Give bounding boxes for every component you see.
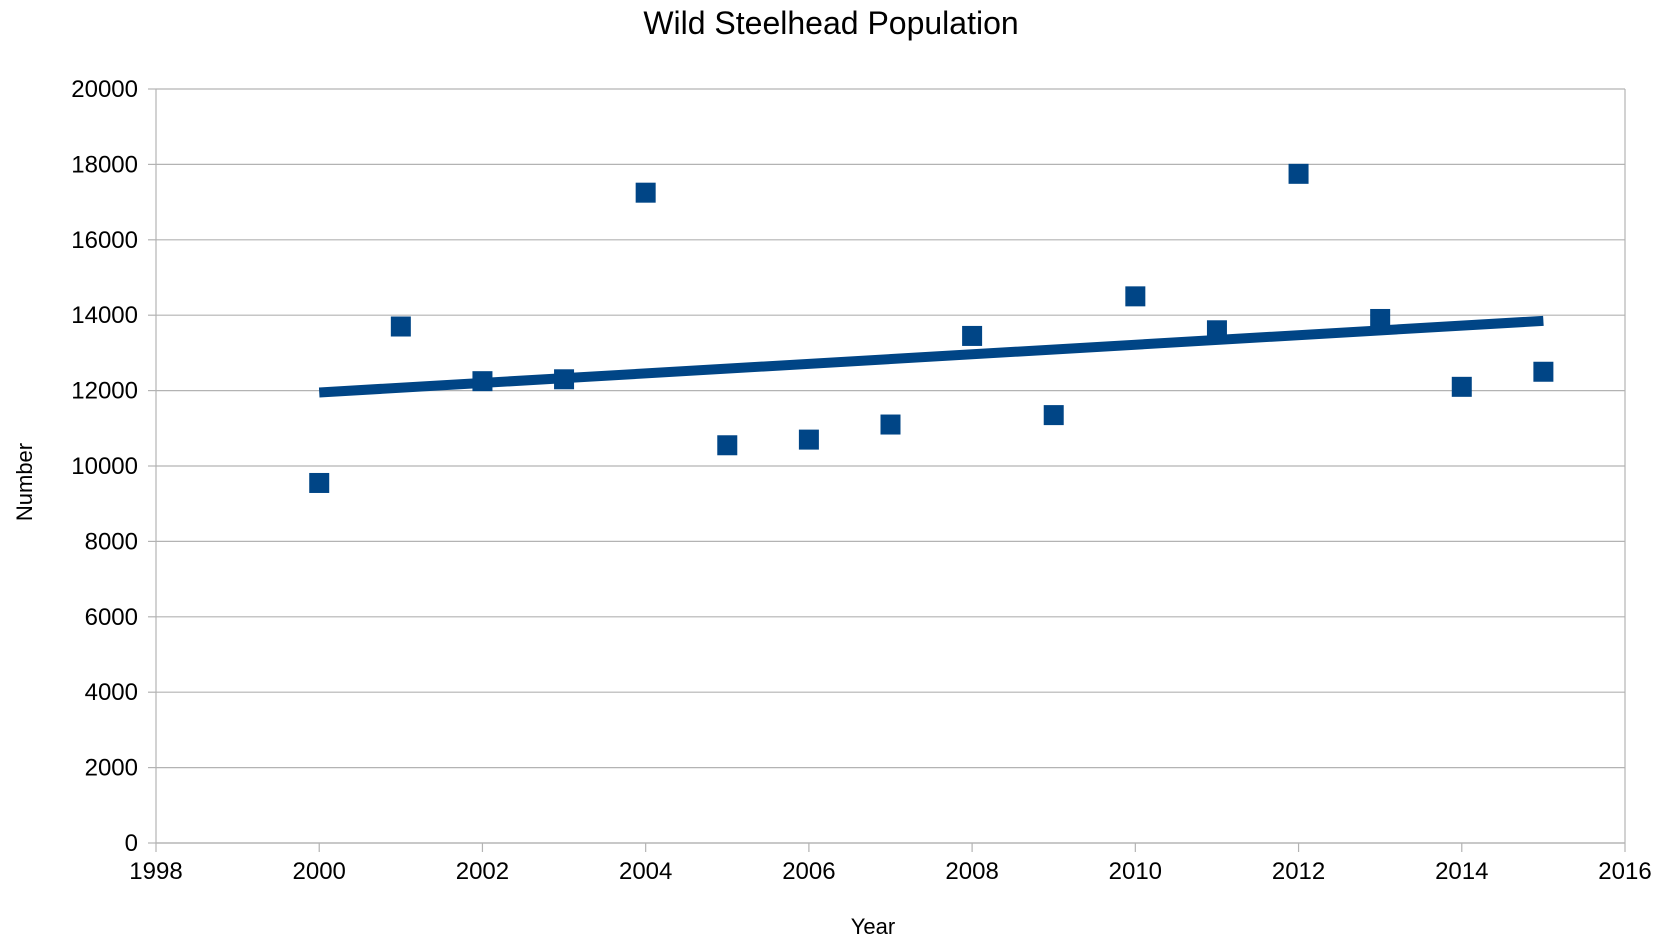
axes [148,88,1626,852]
data-point [1288,163,1309,184]
x-tick-label: 2012 [1272,858,1325,885]
y-tick-label: 14000 [71,302,138,329]
x-axis-title: Year [851,914,895,939]
x-tick-label: 2016 [1598,858,1651,885]
x-tick-label: 2008 [945,858,998,885]
trendline-layer [318,315,1544,398]
y-tick-label: 6000 [85,604,138,631]
y-tick-label: 8000 [85,528,138,555]
gridlines [156,88,1625,844]
data-point [717,435,738,456]
data-point [309,472,330,493]
y-tick-label: 18000 [71,151,138,178]
chart-title: Wild Steelhead Population [643,5,1018,41]
data-point [1370,308,1391,329]
data-point [1125,286,1146,307]
tick-labels: 0 2000 4000 6000 8000 10000 12000 14000 16000 180… [71,76,1651,885]
data-point [1451,376,1472,397]
data-point [798,429,819,450]
data-point [554,369,575,390]
y-tick-label: 2000 [85,755,138,782]
data-point [1533,361,1554,382]
data-point [472,371,493,392]
y-tick-label: 4000 [85,679,138,706]
data-point [962,325,983,346]
data-point [390,316,411,337]
data-point [880,414,901,435]
y-tick-label: 0 [125,830,138,857]
y-tick-label: 10000 [71,453,138,480]
x-tick-label: 2006 [782,858,835,885]
y-tick-label: 16000 [71,227,138,254]
data-points [309,163,1554,493]
x-tick-label: 1998 [129,858,182,885]
x-tick-label: 2010 [1109,858,1162,885]
data-point [635,182,656,203]
x-tick-label: 2000 [293,858,346,885]
y-tick-label: 12000 [71,378,138,405]
data-point [1206,320,1227,341]
x-tick-label: 2004 [619,858,672,885]
x-tick-label: 2002 [456,858,509,885]
x-tick-label: 2014 [1435,858,1488,885]
trendline [318,315,1544,398]
y-axis-title: Number [12,443,37,521]
y-tick-label: 20000 [71,76,138,103]
data-point [1043,405,1064,426]
